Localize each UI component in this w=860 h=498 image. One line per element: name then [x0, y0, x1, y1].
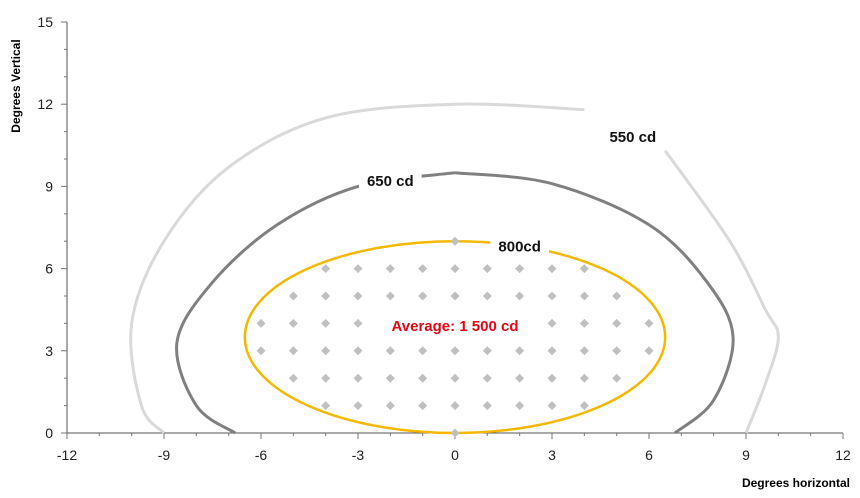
y-tick-label: 0: [45, 425, 53, 441]
measurement-point: [353, 401, 363, 411]
measurement-point: [450, 373, 460, 383]
contour-550-cd-right: [663, 149, 780, 434]
measurement-point: [321, 401, 331, 411]
measurement-point: [612, 373, 622, 383]
measurement-point: [353, 373, 363, 383]
measurement-point: [385, 346, 395, 356]
measurement-point: [288, 291, 298, 301]
measurement-point: [579, 373, 589, 383]
measurement-point: [579, 401, 589, 411]
contour-labels: 550 cd 650 cd 800cd: [358, 125, 665, 259]
measurement-point: [450, 428, 460, 438]
measurement-point: [579, 264, 589, 274]
measurement-point: [353, 346, 363, 356]
measurement-point: [418, 401, 428, 411]
measurement-point: [644, 346, 654, 356]
x-tick-label: 6: [645, 447, 653, 463]
measurement-point: [515, 291, 525, 301]
measurement-point: [418, 346, 428, 356]
measurement-point: [450, 291, 460, 301]
x-tick-label: 12: [835, 447, 851, 463]
measurement-point: [547, 318, 557, 328]
measurement-point: [321, 318, 331, 328]
measurement-point: [418, 264, 428, 274]
measurement-point: [321, 346, 331, 356]
measurement-point: [515, 346, 525, 356]
measurement-point: [644, 318, 654, 328]
contour-label: 550 cd: [609, 129, 656, 146]
x-tick-label: -9: [158, 447, 171, 463]
measurement-point: [321, 264, 331, 274]
measurement-point: [450, 401, 460, 411]
measurement-point: [288, 346, 298, 356]
contour-label: 800cd: [498, 239, 541, 256]
x-axis-title: Degrees horizontal: [742, 476, 850, 490]
contour-label-bg: [490, 234, 549, 259]
measurement-point: [482, 291, 492, 301]
contour-650-cd-left: [175, 171, 456, 435]
measurement-point: [288, 318, 298, 328]
contour-550-cd-left: [129, 102, 585, 435]
measurement-point: [385, 373, 395, 383]
measurement-point: [450, 236, 460, 246]
measurement-point: [353, 291, 363, 301]
measurement-point: [612, 346, 622, 356]
measurement-point: [321, 373, 331, 383]
measurement-point: [482, 346, 492, 356]
measurement-point: [353, 264, 363, 274]
measurement-point: [256, 346, 266, 356]
y-tick-label: 6: [45, 261, 53, 277]
measurement-point: [450, 346, 460, 356]
measurement-point: [385, 264, 395, 274]
measurement-point: [385, 401, 395, 411]
measurement-point: [288, 373, 298, 383]
y-tick-label: 12: [37, 96, 53, 112]
measurement-point: [547, 401, 557, 411]
measurement-point: [547, 373, 557, 383]
measurement-points: [256, 236, 654, 438]
measurement-point: [321, 291, 331, 301]
contour-label-bg: [358, 168, 422, 193]
contour-label-bg: [601, 125, 665, 150]
y-tick-label: 3: [45, 343, 53, 359]
measurement-point: [579, 318, 589, 328]
average-annotation: Average: 1 500 cd: [391, 318, 518, 335]
measurement-point: [353, 318, 363, 328]
measurement-point: [612, 318, 622, 328]
measurement-point: [418, 373, 428, 383]
measurement-point: [482, 264, 492, 274]
y-tick-label: 9: [45, 178, 53, 194]
measurement-point: [579, 346, 589, 356]
contour-label: 650 cd: [367, 173, 414, 190]
y-tick-label: 15: [37, 14, 53, 30]
x-tick-label: -12: [57, 447, 77, 463]
measurement-point: [385, 291, 395, 301]
y-axis-title: Degrees Vertical: [9, 39, 23, 132]
contour-650-cd-right: [454, 171, 735, 435]
axes: -12 -9 -6 -3 0 3 6 9 12 0 3 6 9 12 15: [37, 14, 851, 463]
measurement-point: [547, 346, 557, 356]
measurement-point: [515, 373, 525, 383]
measurement-point: [418, 291, 428, 301]
measurement-point: [256, 318, 266, 328]
x-tick-label: 3: [548, 447, 556, 463]
x-tick-label: -3: [352, 447, 365, 463]
x-tick-label: 9: [742, 447, 750, 463]
measurement-point: [612, 291, 622, 301]
x-tick-label: -6: [255, 447, 268, 463]
contour-lines: [129, 102, 780, 435]
measurement-point: [450, 264, 460, 274]
measurement-point: [482, 401, 492, 411]
measurement-point: [547, 291, 557, 301]
measurement-point: [579, 291, 589, 301]
measurement-point: [515, 401, 525, 411]
measurement-point: [515, 264, 525, 274]
x-tick-label: 0: [451, 447, 459, 463]
measurement-point: [547, 264, 557, 274]
measurement-point: [482, 373, 492, 383]
